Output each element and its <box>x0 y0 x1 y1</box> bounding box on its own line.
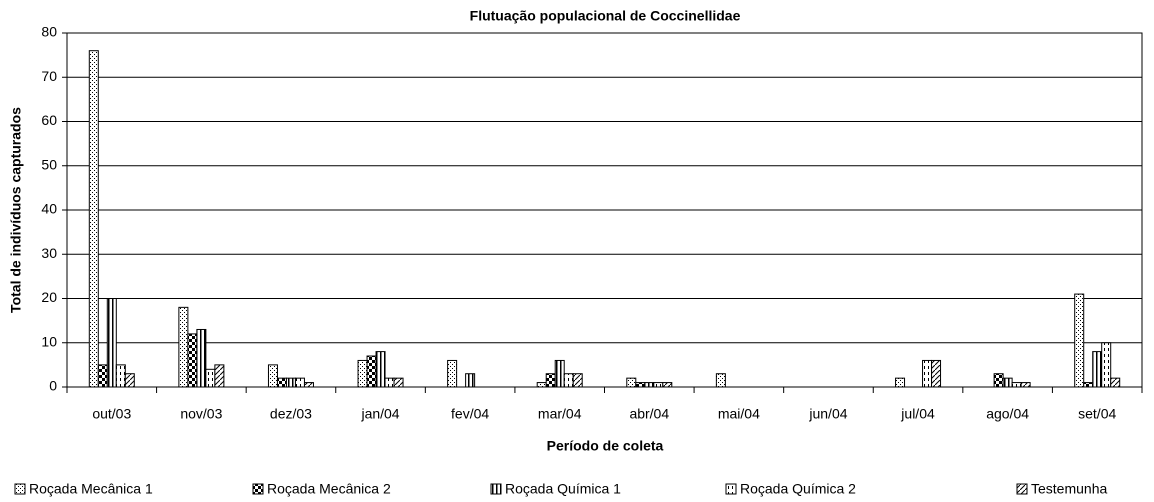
bar <box>294 377 305 388</box>
x-tick-label: ago/04 <box>986 406 1029 422</box>
bar <box>1083 382 1094 388</box>
bar <box>115 364 126 388</box>
bar <box>572 373 583 388</box>
x-tick-label: jun/04 <box>808 406 847 422</box>
chart-title: Flutuação populacional de Coccinellidae <box>470 8 741 24</box>
bar <box>178 306 189 388</box>
bar <box>1011 382 1022 388</box>
bar <box>895 377 906 388</box>
x-tick-label: set/04 <box>1078 406 1116 422</box>
bar <box>375 351 386 388</box>
x-axis-label: Período de coleta <box>547 438 664 454</box>
bar <box>205 368 216 388</box>
bar <box>276 377 287 388</box>
x-tick-label: mai/04 <box>718 406 760 422</box>
x-tick-label: jan/04 <box>360 406 399 422</box>
legend-swatch <box>14 483 26 495</box>
bar <box>285 377 296 388</box>
bar <box>384 377 395 388</box>
bar <box>88 50 99 388</box>
bar <box>545 373 556 388</box>
y-tick-label: 70 <box>41 68 57 84</box>
bar <box>653 382 664 388</box>
x-tick-label: jul/04 <box>900 406 935 422</box>
bar <box>196 328 207 388</box>
bar <box>303 382 314 388</box>
x-tick-label: dez/03 <box>270 406 312 422</box>
bar <box>931 359 942 388</box>
bar <box>357 359 368 388</box>
y-tick-label: 80 <box>41 24 57 40</box>
bar <box>1092 351 1103 388</box>
bar <box>187 333 198 388</box>
legend-swatch <box>490 483 502 495</box>
y-tick-label: 0 <box>49 378 57 394</box>
bar <box>1101 342 1112 388</box>
bar <box>214 364 225 388</box>
bar <box>447 359 458 388</box>
x-tick-label: abr/04 <box>629 406 669 422</box>
x-tick-label: fev/04 <box>451 406 489 422</box>
legend-label: Testemunha <box>1031 481 1107 497</box>
legend-label: Roçada Mecânica 2 <box>267 481 391 497</box>
bar <box>993 373 1004 388</box>
bar <box>1002 377 1013 388</box>
bar <box>536 382 547 388</box>
bar <box>626 377 637 388</box>
x-tick-label: mar/04 <box>538 406 582 422</box>
bar <box>554 359 565 388</box>
legend-swatch <box>725 483 737 495</box>
bar <box>662 382 673 388</box>
bar <box>1074 293 1085 388</box>
bar <box>106 298 117 388</box>
bar <box>563 373 574 388</box>
bar <box>366 355 377 388</box>
y-tick-label: 10 <box>41 333 57 349</box>
bar <box>644 382 655 388</box>
bar <box>715 373 726 388</box>
bar <box>922 359 933 388</box>
y-axis-label: Total de indivíduos capturados <box>8 107 24 313</box>
legend-swatch <box>1016 483 1028 495</box>
y-tick-label: 60 <box>41 112 57 128</box>
bar <box>1110 377 1121 388</box>
bar <box>635 382 646 388</box>
bar <box>124 373 135 388</box>
x-tick-label: out/03 <box>92 406 131 422</box>
legend-swatch <box>252 483 264 495</box>
x-tick-label: nov/03 <box>180 406 222 422</box>
bar <box>1020 382 1031 388</box>
legend-label: Roçada Mecânica 1 <box>29 481 153 497</box>
bar <box>267 364 278 388</box>
bar <box>97 364 108 388</box>
legend-label: Roçada Química 1 <box>505 481 621 497</box>
bar <box>465 373 476 388</box>
y-tick-label: 20 <box>41 289 57 305</box>
y-tick-label: 30 <box>41 245 57 261</box>
y-tick-label: 40 <box>41 201 57 217</box>
y-tick-label: 50 <box>41 156 57 172</box>
bar <box>393 377 404 388</box>
legend-label: Roçada Química 2 <box>740 481 856 497</box>
